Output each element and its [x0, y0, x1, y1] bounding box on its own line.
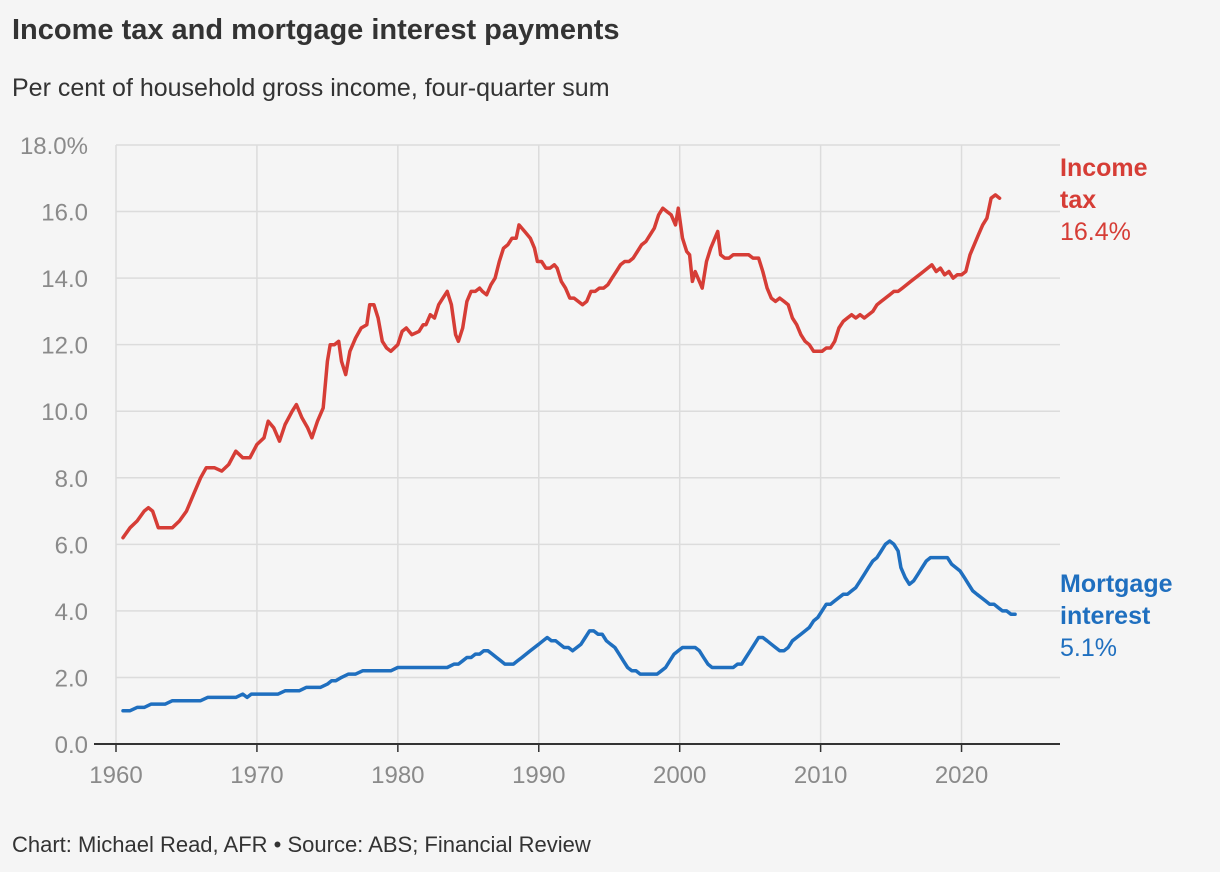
- x-tick-label: 2000: [653, 762, 706, 789]
- x-tick-label: 2020: [935, 762, 988, 789]
- x-tick-label: 1960: [89, 762, 142, 789]
- series-labels: Income tax 16.4% Mortgage interest 5.1%: [1060, 154, 1173, 662]
- mortgage-interest-line: [121, 539, 1017, 713]
- x-tick-label: 2010: [794, 762, 847, 789]
- y-tick-label: 0.0: [55, 732, 88, 759]
- y-tick-label: 14.0: [41, 266, 88, 293]
- x-tick-label: 1990: [512, 762, 565, 789]
- y-tick-label: 6.0: [55, 532, 88, 559]
- y-tick-label: 18.0%: [20, 133, 88, 160]
- y-tick-label: 4.0: [55, 599, 88, 626]
- axes: 0.0 2.0 4.0 6.0 8.0 10.0 12.0 14.0 16.0 18.0% 1960…: [20, 133, 1060, 789]
- series-lines: [121, 193, 1017, 713]
- mortgage-interest-label: Mortgage: [1060, 570, 1173, 598]
- x-tick-label: 1970: [230, 762, 283, 789]
- x-tick-label: 1980: [371, 762, 424, 789]
- income-tax-line: [121, 193, 1002, 540]
- income-tax-label: Income: [1060, 154, 1148, 182]
- y-tick-label: 8.0: [55, 466, 88, 493]
- y-tick-label: 12.0: [41, 333, 88, 360]
- chart-subtitle: Per cent of household gross income, four…: [12, 74, 610, 102]
- chart-title: Income tax and mortgage interest payment…: [12, 14, 620, 46]
- y-tick-label: 16.0: [41, 200, 88, 227]
- mortgage-interest-value-label: 5.1%: [1060, 634, 1117, 662]
- chart-credit: Chart: Michael Read, AFR • Source: ABS; …: [12, 832, 591, 857]
- income-tax-label: tax: [1060, 186, 1096, 214]
- income-tax-value-label: 16.4%: [1060, 218, 1131, 246]
- y-tick-label: 10.0: [41, 399, 88, 426]
- y-tick-label: 2.0: [55, 665, 88, 692]
- mortgage-interest-label: interest: [1060, 602, 1151, 630]
